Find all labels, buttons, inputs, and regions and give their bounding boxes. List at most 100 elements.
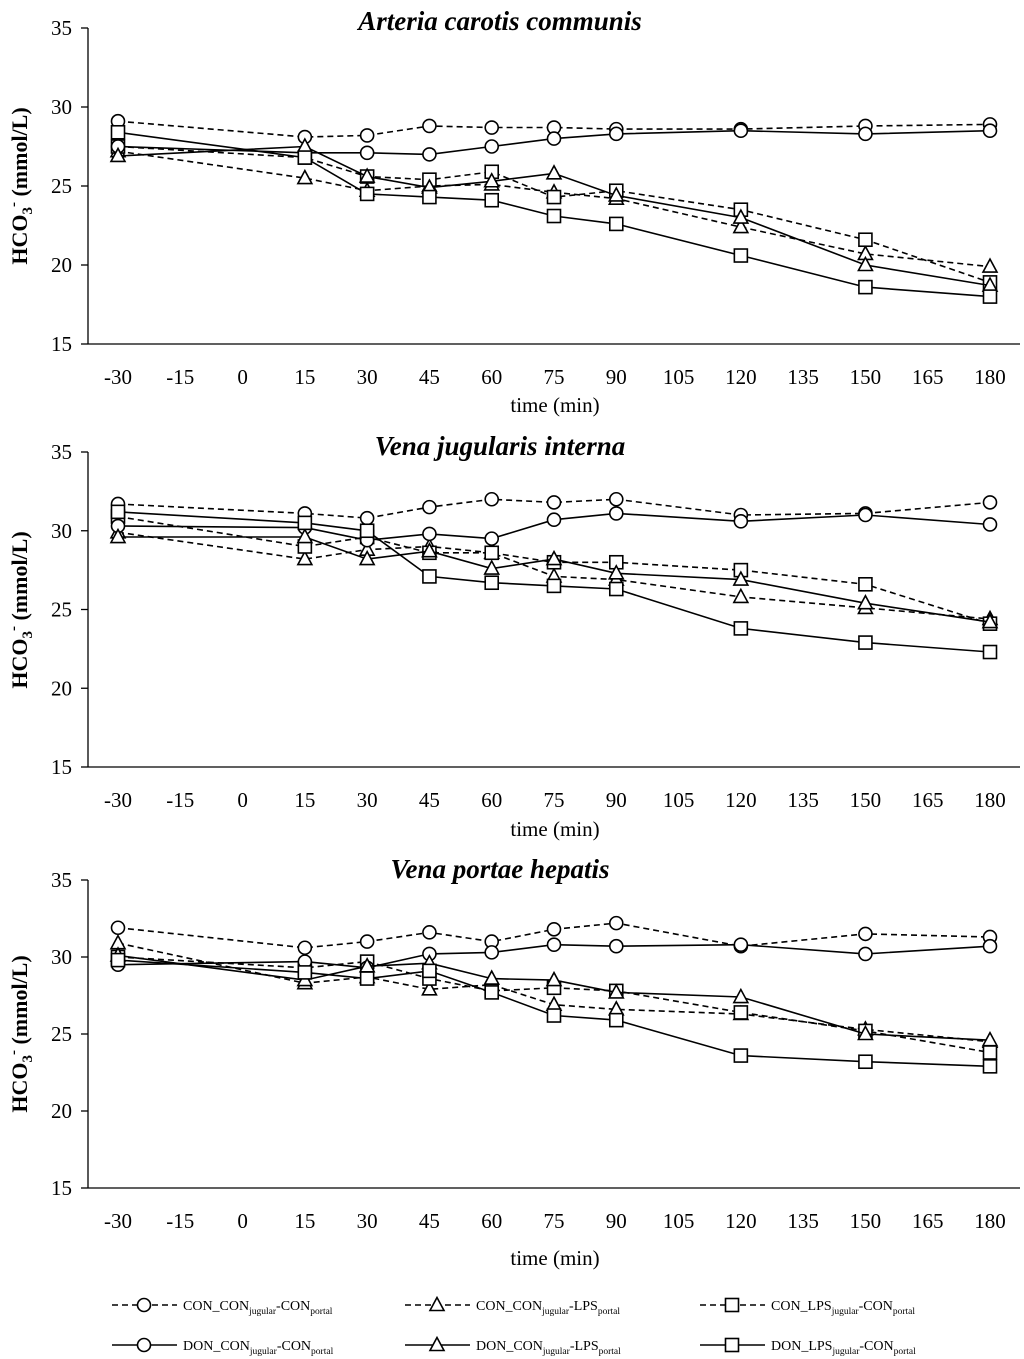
x-axis-label: time (min) [510, 817, 599, 841]
data-point-triangle [732, 587, 750, 604]
series-line-dc_con_con [117, 943, 991, 969]
series-line-cc_lps_con [117, 956, 991, 1054]
data-point-circle [422, 118, 437, 134]
data-point-square [546, 208, 562, 224]
data-point-square [858, 232, 873, 248]
data-point-circle [546, 921, 562, 937]
legend-marker-circle [136, 1337, 152, 1353]
data-point-square [297, 150, 313, 165]
data-point-square [858, 279, 873, 295]
data-point-triangle [981, 1030, 999, 1047]
data-point-square [484, 575, 500, 591]
data-point-circle [733, 123, 749, 138]
data-point-circle [422, 147, 437, 162]
data-point-triangle [358, 549, 376, 566]
x-tick-label: 90 [606, 1209, 627, 1233]
series-line-cc_lps_con [117, 145, 991, 284]
y-tick-label: 35 [51, 440, 72, 464]
x-tick-label: -15 [166, 365, 194, 389]
data-point-square [110, 504, 126, 520]
series-line-dc_lps_con [117, 511, 991, 653]
data-point-triangle [545, 164, 563, 180]
legend-item-cc_con_con: CON_CONjugular-CONportal [112, 1297, 333, 1317]
x-tick-label: 150 [850, 365, 882, 389]
data-point-triangle [607, 564, 625, 580]
series-dc_con_lps [109, 137, 999, 292]
chart-title: Arteria carotis communis [356, 6, 642, 36]
x-tick-label: 180 [974, 365, 1006, 389]
chart-panel-2: Vena jugularis interna 15 20 25 30 35 -30 -15 0 1… [6, 431, 1020, 841]
x-tick-label: -30 [104, 788, 132, 812]
data-point-triangle [296, 527, 314, 544]
y-axis-label: HCO3- (mmol/L) [6, 107, 36, 264]
data-point-circle [858, 507, 873, 523]
data-point-triangle [857, 594, 874, 610]
x-tick-label: 60 [481, 365, 502, 389]
chart-panel-3: Vena portae hepatis 15 20 25 30 35 -30 -15 0 15 30… [6, 854, 1020, 1270]
legend-item-cc_con_lps: CON_CONjugular-LPSportal [405, 1295, 620, 1317]
y-tick-label: 15 [51, 1176, 72, 1200]
chart-title: Vena jugularis interna [375, 431, 626, 461]
data-point-triangle [545, 549, 563, 566]
data-point-circle [546, 495, 562, 510]
series-line-dc_lps_con [117, 131, 991, 298]
data-point-square [982, 1045, 998, 1060]
data-point-triangle [358, 167, 376, 183]
x-tick-label: 105 [663, 788, 695, 812]
x-tick-label: 30 [357, 788, 378, 812]
y-tick-label: 30 [51, 519, 72, 543]
series-line-cc_lps_con [117, 515, 991, 625]
series-dc_con_lps [109, 946, 999, 1047]
x-tick-label: -30 [104, 365, 132, 389]
data-point-triangle [607, 186, 625, 202]
data-point-square [608, 1012, 624, 1028]
y-tick-label: 25 [51, 174, 72, 198]
data-point-triangle [483, 559, 501, 575]
data-point-triangle [732, 987, 750, 1004]
x-tick-label: -30 [104, 1209, 132, 1233]
y-tick-label: 25 [51, 598, 72, 622]
data-point-square [546, 189, 562, 205]
data-point-triangle [483, 969, 501, 985]
chart-panel-1: Arteria carotis communis 15 20 25 30 35 -30 -15… [6, 6, 1020, 417]
x-tick-label: 15 [294, 1209, 315, 1233]
legend-marker-square [724, 1337, 740, 1353]
data-point-square [608, 581, 624, 597]
series-dc_lps_con [110, 124, 998, 304]
x-tick-label: 75 [544, 365, 565, 389]
data-point-square [733, 1048, 749, 1063]
y-tick-label: 25 [51, 1022, 72, 1046]
data-point-square [484, 192, 500, 208]
x-tick-label: 120 [725, 1209, 757, 1233]
data-point-triangle [483, 172, 501, 188]
data-point-circle [858, 126, 873, 142]
x-tick-label: 165 [912, 1209, 944, 1233]
data-point-circle [546, 512, 562, 528]
y-tick-label: 15 [51, 755, 72, 779]
data-point-triangle [421, 980, 438, 996]
legend-marker-triangle [428, 1335, 446, 1352]
x-tick-label: 135 [787, 365, 819, 389]
data-point-circle [982, 517, 998, 532]
x-tick-label: -15 [166, 1209, 194, 1233]
series-line-dc_con_con [117, 129, 991, 156]
data-point-circle [608, 126, 624, 142]
series-dc_lps_con [110, 952, 998, 1074]
data-point-circle [359, 510, 375, 526]
data-point-circle [982, 123, 998, 138]
data-point-circle [422, 526, 437, 542]
data-point-square [982, 1059, 998, 1074]
legend-label: DON_CONjugular-LPSportal [476, 1339, 621, 1357]
data-point-triangle [545, 970, 563, 987]
x-tick-label: 165 [912, 788, 944, 812]
data-point-circle [858, 926, 873, 942]
legend-item-dc_con_lps: DON_CONjugular-LPSportal [405, 1335, 621, 1357]
data-point-circle [733, 937, 749, 952]
data-point-triangle [296, 168, 314, 185]
x-tick-label: 180 [974, 1209, 1006, 1233]
x-tick-label: 120 [725, 365, 757, 389]
data-point-triangle [981, 257, 999, 273]
data-point-square [359, 971, 375, 986]
data-point-square [858, 576, 873, 592]
data-point-square [484, 985, 500, 1000]
